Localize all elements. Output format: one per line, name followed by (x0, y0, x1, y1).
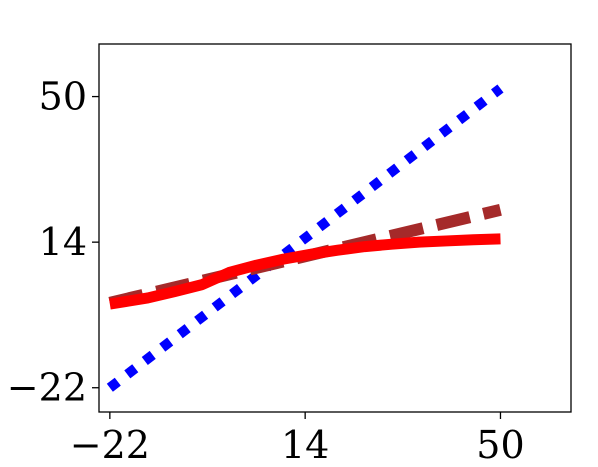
series-2-line (108, 233, 501, 310)
y-axis: −22 14 50 (7, 75, 99, 410)
y-tick-label-0: −22 (7, 366, 87, 410)
x-tick-label-0: −22 (70, 423, 150, 467)
x-axis: −22 14 50 (70, 412, 525, 467)
series-0-line (106, 84, 504, 392)
y-tick-label-2: 50 (39, 75, 87, 119)
x-tick-label-1: 14 (281, 423, 329, 467)
x-tick-label-2: 50 (476, 423, 524, 467)
series-layer (106, 84, 504, 392)
plot-frame (98, 43, 572, 413)
y-tick-label-1: 14 (39, 220, 87, 264)
